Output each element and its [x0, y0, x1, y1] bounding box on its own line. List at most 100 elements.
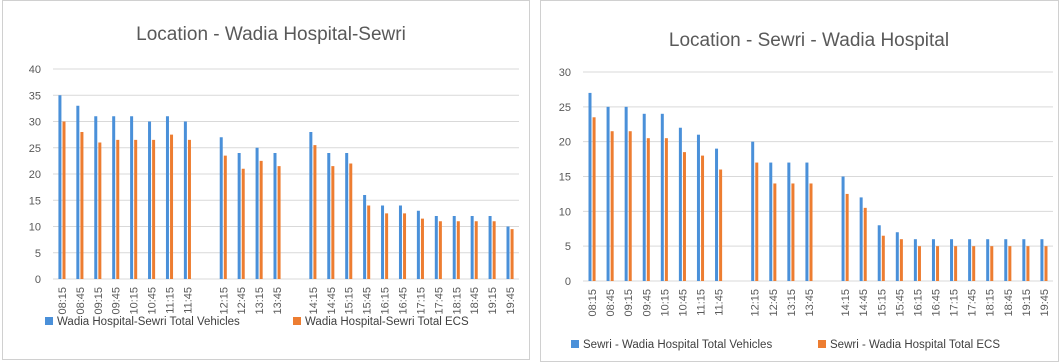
- x-tick-label: 14:45: [858, 289, 870, 317]
- x-tick-label: 12:15: [218, 287, 230, 315]
- x-tick-label: 12:15: [750, 289, 762, 317]
- bar-total-vehicles: [678, 127, 682, 281]
- y-tick-label: 5: [35, 248, 41, 260]
- bar-total-vehicles: [606, 106, 610, 281]
- x-tick-label: 09:45: [641, 289, 653, 317]
- bar-total-ecs: [773, 183, 777, 281]
- bar-total-vehicles: [219, 137, 223, 279]
- bar-total-ecs: [116, 139, 120, 279]
- bar-total-ecs: [492, 221, 496, 279]
- x-tick-label: 19:15: [1021, 289, 1033, 317]
- legend-label: Wadia Hospital-Sewri Total ECS: [305, 316, 469, 328]
- bar-total-ecs: [277, 166, 281, 279]
- x-tick-label: 11:45: [182, 287, 194, 314]
- bar-total-ecs: [610, 131, 614, 281]
- bar-total-ecs: [474, 221, 478, 279]
- bar-total-vehicles: [237, 153, 241, 279]
- bar-total-ecs: [241, 168, 245, 279]
- legend-swatch: [818, 340, 826, 348]
- bar-total-ecs: [349, 163, 353, 279]
- bar-total-vehicles: [506, 226, 510, 279]
- bar-total-vehicles: [715, 148, 719, 281]
- bar-total-ecs: [420, 218, 424, 279]
- bar-total-vehicles: [968, 239, 972, 281]
- chart-title: Location - Sewri - Wadia Hospital: [669, 30, 949, 51]
- bar-total-ecs: [367, 205, 371, 279]
- bar-total-ecs: [187, 139, 191, 279]
- bar-total-ecs: [809, 183, 813, 281]
- bar-total-ecs: [134, 139, 138, 279]
- bar-total-vehicles: [696, 134, 700, 281]
- x-tick-label: 15:45: [894, 289, 906, 317]
- x-tick-label: 18:45: [1003, 289, 1015, 317]
- x-tick-label: 12:45: [236, 287, 248, 315]
- bar-total-ecs: [701, 155, 705, 281]
- x-tick-label: 09:15: [623, 289, 635, 317]
- bar-total-vehicles: [895, 232, 899, 281]
- bar-total-vehicles: [165, 116, 169, 279]
- bar-total-ecs: [438, 221, 442, 279]
- x-tick-label: 13:45: [804, 289, 816, 317]
- x-tick-label: 17:15: [415, 287, 427, 315]
- bar-total-vehicles: [58, 95, 62, 279]
- x-tick-label: 18:15: [985, 289, 997, 317]
- bar-total-ecs: [223, 155, 227, 279]
- bar-total-ecs: [755, 162, 759, 281]
- x-tick-label: 11:15: [696, 289, 708, 316]
- y-tick-label: 10: [29, 222, 41, 234]
- x-tick-label: 13:15: [254, 287, 266, 315]
- legend-label: Wadia Hospital-Sewri Total Vehicles: [57, 316, 240, 328]
- y-tick-label: 20: [29, 169, 41, 181]
- x-tick-label: 08:45: [605, 289, 617, 317]
- x-tick-label: 10:45: [147, 287, 159, 315]
- bar-total-vehicles: [642, 113, 646, 281]
- bar-total-vehicles: [130, 116, 134, 279]
- bar-total-ecs: [664, 138, 668, 281]
- legend-label: Sewri - Wadia Hospital Total Vehicles: [583, 339, 772, 351]
- bar-total-ecs: [682, 152, 686, 281]
- x-tick-label: 19:45: [1039, 289, 1051, 317]
- legend-swatch: [293, 317, 301, 325]
- bar-total-ecs: [385, 213, 389, 279]
- bar-total-vehicles: [787, 162, 791, 281]
- bar-total-ecs: [936, 246, 940, 281]
- chart-panel-wadia-sewri: Location - Wadia Hospital-Sewri 0 5 10 15 20 2…: [2, 0, 530, 360]
- y-tick-label: 25: [559, 102, 571, 114]
- x-tick-label: 15:15: [876, 289, 888, 317]
- x-tick-label: 10:15: [659, 289, 671, 317]
- chart-title: Location - Wadia Hospital-Sewri: [136, 24, 406, 45]
- bar-total-ecs: [628, 131, 632, 281]
- bar-total-vehicles: [769, 162, 773, 281]
- bar-total-ecs: [98, 142, 102, 279]
- bar-total-vehicles: [381, 205, 385, 279]
- bar-total-ecs: [917, 246, 921, 281]
- bar-total-vehicles: [986, 239, 990, 281]
- x-tick-label: 14:15: [308, 287, 320, 315]
- bar-total-ecs: [719, 169, 723, 281]
- y-tick-label: 0: [35, 274, 41, 286]
- y-tick-label: 35: [29, 90, 41, 102]
- bar-total-vehicles: [751, 141, 755, 281]
- bar-total-ecs: [403, 213, 407, 279]
- x-tick-label: 08:15: [587, 289, 599, 317]
- bar-total-ecs: [152, 139, 156, 279]
- bar-total-vehicles: [470, 216, 474, 279]
- y-tick-label: 20: [559, 137, 571, 149]
- bar-total-ecs: [845, 193, 849, 281]
- x-tick-label: 17:45: [433, 287, 445, 315]
- bar-total-vehicles: [859, 197, 863, 281]
- legend-label: Sewri - Wadia Hospital Total ECS: [830, 339, 1000, 351]
- x-tick-label: 09:15: [93, 287, 105, 315]
- x-tick-label: 16:45: [931, 289, 943, 317]
- bar-total-vehicles: [841, 176, 845, 281]
- bar-total-ecs: [972, 246, 976, 281]
- bar-total-vehicles: [94, 116, 98, 279]
- bar-total-ecs: [510, 229, 514, 279]
- bar-total-ecs: [899, 239, 903, 281]
- bar-total-vehicles: [624, 106, 628, 281]
- bar-total-ecs: [863, 207, 867, 281]
- bar-total-vehicles: [148, 121, 152, 279]
- y-tick-label: 0: [565, 276, 571, 288]
- bar-total-ecs: [80, 132, 84, 279]
- x-tick-label: 10:15: [129, 287, 141, 315]
